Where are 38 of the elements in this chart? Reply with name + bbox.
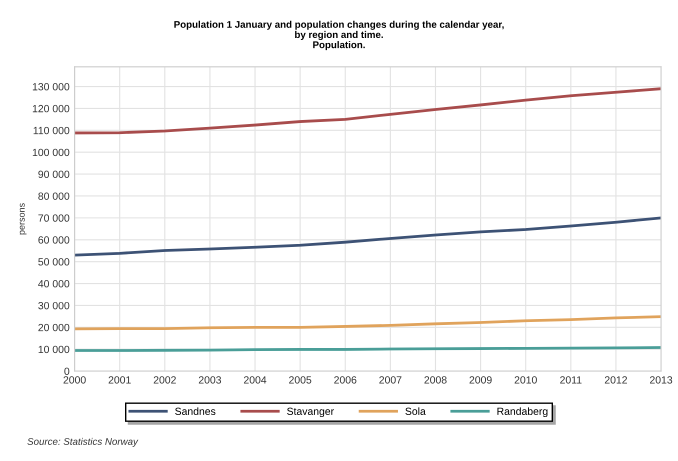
x-tick-label: 2008 bbox=[424, 376, 447, 384]
x-tick-label: 2010 bbox=[514, 376, 537, 384]
y-tick-label: 120 000 bbox=[32, 104, 70, 112]
x-tick-label: 2007 bbox=[379, 376, 402, 384]
y-tick-label: 110 000 bbox=[34, 126, 70, 134]
x-tick-label: 2013 bbox=[650, 376, 672, 384]
y-tick-label: 30 000 bbox=[38, 302, 70, 310]
y-tick-label: 10 000 bbox=[38, 346, 70, 354]
x-tick-label: 2011 bbox=[560, 376, 582, 384]
y-tick-label: 80 000 bbox=[38, 192, 70, 200]
x-tick-label: 2002 bbox=[154, 376, 176, 384]
y-tick-label: 100 000 bbox=[32, 148, 70, 156]
x-tick-label: 2006 bbox=[334, 376, 356, 384]
y-axis-title: persons bbox=[20, 203, 27, 234]
chart-title: Population 1 January and population changes during the calendar year, by region and time. Population. bbox=[174, 20, 504, 50]
x-tick-label: 2005 bbox=[289, 376, 312, 384]
y-tick-label: 20 000 bbox=[38, 324, 70, 332]
source-note: Source: Statistics Norway bbox=[27, 438, 138, 447]
line-series bbox=[74, 216, 662, 256]
y-tick-label: 0 bbox=[64, 368, 70, 375]
x-tick-label: 2003 bbox=[198, 376, 222, 384]
legend-label: Randaberg bbox=[497, 407, 548, 418]
legend-label: Stavanger bbox=[287, 408, 334, 418]
legend-label: Sandnes bbox=[175, 407, 216, 415]
y-tick-label: 60 000 bbox=[38, 236, 70, 244]
line-series bbox=[74, 315, 662, 330]
x-tick-label: 2004 bbox=[244, 376, 266, 384]
legend-label: Sola bbox=[405, 407, 426, 415]
x-tick-label: 2000 bbox=[64, 376, 86, 384]
x-tick-label: 2012 bbox=[604, 376, 627, 384]
x-tick-label: 2009 bbox=[470, 376, 492, 384]
y-tick-label: 50 000 bbox=[38, 258, 70, 266]
x-tick-label: 2001 bbox=[108, 376, 131, 384]
y-tick-label: 90 000 bbox=[38, 170, 70, 178]
y-tick-label: 70 000 bbox=[38, 214, 70, 222]
line-series bbox=[74, 87, 662, 134]
y-tick-label: 130 000 bbox=[32, 83, 70, 90]
y-tick-label: 40 000 bbox=[38, 280, 70, 288]
